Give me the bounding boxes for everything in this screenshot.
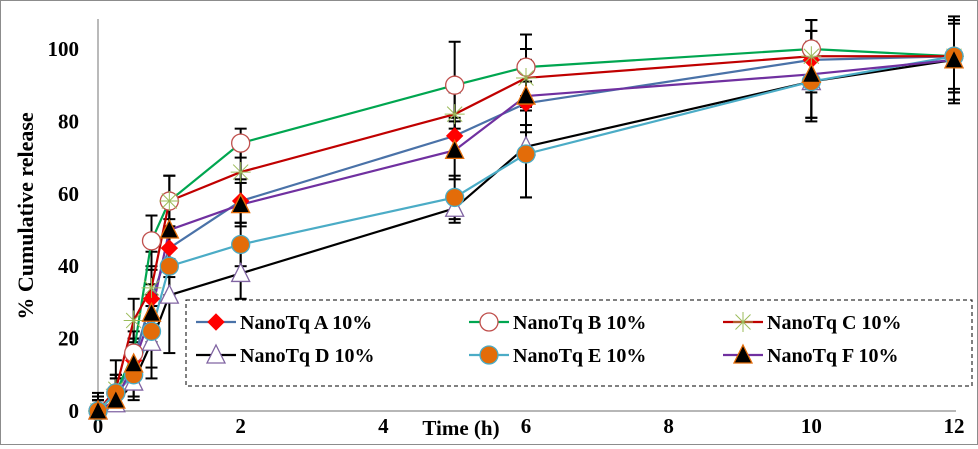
legend-label: NanoTq F 10% — [767, 345, 899, 367]
legend-marker-icon — [733, 312, 753, 332]
legend-item: NanoTq E 10% — [469, 345, 646, 367]
data-point-c — [159, 191, 180, 212]
x-axis-label: Time (h) — [422, 416, 499, 440]
legend-item: NanoTq F 10% — [723, 343, 899, 367]
legend-label: NanoTq C 10% — [767, 312, 901, 334]
data-point-f — [230, 193, 251, 214]
legend-marker-icon — [479, 312, 499, 332]
data-point-c — [516, 67, 536, 88]
legend-item: NanoTq A 10% — [196, 312, 372, 334]
data-point-e — [516, 144, 536, 164]
y-tick-labels: 0 20 40 60 80 100 — [48, 37, 80, 423]
series-line-f — [97, 58, 955, 412]
legend: NanoTq A 10% NanoTq B 10% NanoTq C 10% Nano… — [185, 299, 973, 387]
data-point-f — [801, 62, 822, 83]
data-point-f — [123, 352, 144, 373]
x-tick-label: 12 — [944, 414, 965, 438]
x-tick-label: 0 — [93, 414, 104, 438]
data-point-e — [141, 321, 162, 342]
x-tick-label: 4 — [378, 414, 389, 438]
data-point-d — [141, 330, 162, 351]
x-tick-labels: 0 2 4 6 8 10 12 — [93, 414, 965, 438]
data-point-d — [444, 196, 465, 217]
data-point-c — [444, 104, 465, 125]
x-tick-label: 10 — [801, 414, 822, 438]
y-tick-label: 20 — [58, 327, 79, 351]
x-tick-label: 2 — [235, 414, 246, 438]
x-tick-label: 8 — [663, 414, 674, 438]
legend-label: NanoTq D 10% — [240, 345, 374, 367]
legend-item: NanoTq C 10% — [723, 312, 901, 334]
series-markers — [87, 39, 965, 421]
data-point-f — [943, 48, 965, 69]
axes — [97, 19, 956, 412]
data-point-d — [159, 283, 180, 304]
legend-box — [185, 299, 973, 387]
data-point-f — [515, 84, 537, 105]
data-point-c — [141, 277, 162, 298]
data-point-e — [445, 187, 465, 208]
data-point-d — [230, 261, 251, 283]
y-tick-label: 100 — [48, 37, 80, 61]
y-tick-label: 40 — [58, 254, 79, 278]
data-point-b — [445, 75, 465, 95]
legend-label: NanoTq B 10% — [513, 312, 646, 334]
legend-item: NanoTq D 10% — [196, 343, 374, 367]
legend-label: NanoTq E 10% — [513, 345, 646, 367]
y-tick-label: 0 — [69, 399, 80, 423]
data-point-f — [87, 399, 109, 420]
data-point-e — [159, 256, 179, 276]
data-point-f — [159, 218, 180, 239]
data-point-c — [123, 310, 144, 331]
legend-marker-icon — [205, 343, 227, 364]
legend-item: NanoTq B 10% — [469, 312, 646, 334]
data-point-f — [105, 388, 126, 409]
data-point-a — [160, 239, 179, 257]
legend-label: NanoTq A 10% — [240, 312, 372, 334]
data-point-c — [230, 162, 251, 183]
data-point-b — [141, 231, 162, 251]
data-point-f — [141, 301, 162, 322]
data-point-f — [444, 138, 465, 160]
data-point-e — [231, 234, 251, 255]
y-tick-label: 80 — [58, 109, 79, 133]
legend-marker-icon — [207, 313, 225, 331]
y-tick-label: 60 — [58, 182, 79, 206]
legend-marker-icon — [479, 345, 499, 365]
legend-marker-icon — [732, 343, 754, 364]
x-tick-label: 6 — [521, 414, 532, 438]
data-point-b — [231, 133, 251, 153]
y-axis-label: % Cumulative release — [13, 112, 38, 320]
